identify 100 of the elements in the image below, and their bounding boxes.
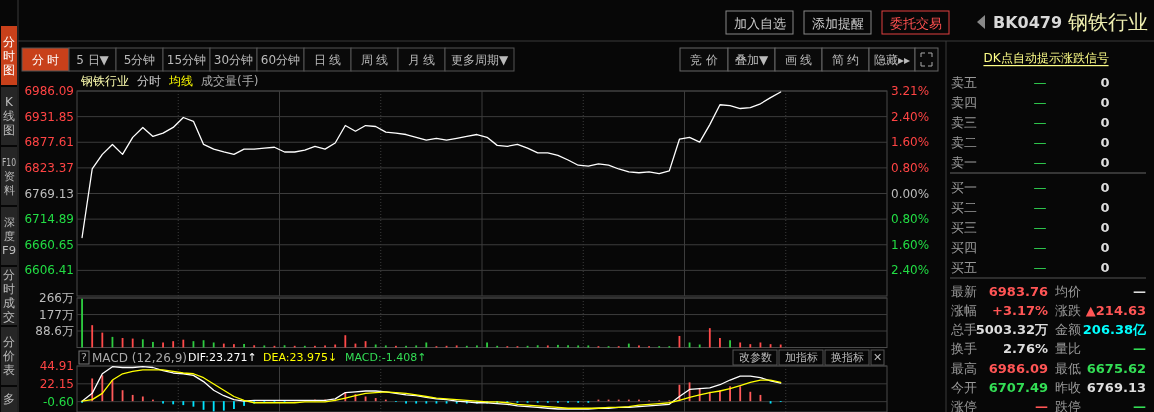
text: 最新 <box>951 283 977 299</box>
text: 0 <box>1100 114 1110 130</box>
text: 月 线 <box>407 53 436 67</box>
text: 买一 <box>951 179 977 195</box>
text: 卖二 <box>951 134 977 150</box>
text: 0 <box>1100 239 1110 255</box>
text: 委托交易 <box>889 15 942 31</box>
y-tick-label: 6714.89 <box>24 212 74 227</box>
y-tick-label: 6606.41 <box>24 263 74 278</box>
y2-tick-label: 2.40% <box>891 263 930 278</box>
y-tick-label: 6769.13 <box>24 186 74 201</box>
text: 卖五 <box>951 74 977 90</box>
y2-tick-label: 1.60% <box>891 237 930 252</box>
y-tick-label: 266万 <box>39 291 74 305</box>
text: 买五 <box>951 259 977 275</box>
text: 周 线 <box>360 53 389 67</box>
series-label: DIF:23.271↑ <box>188 351 257 364</box>
y-tick-label: 44.91 <box>39 359 74 373</box>
text: 0 <box>1100 94 1110 110</box>
text: F10资料 <box>2 155 23 197</box>
text: 今开 <box>951 380 977 395</box>
text: 成交量(手) <box>201 74 259 88</box>
text: — <box>1033 74 1047 90</box>
text: 改参数 <box>738 351 772 364</box>
text: 6986.09 <box>988 360 1048 376</box>
y2-tick-label: 2.40% <box>891 109 930 124</box>
y-tick-label: 177万 <box>39 307 74 322</box>
y2-tick-label: 1.60% <box>891 135 930 150</box>
y-tick-label: 6877.61 <box>24 135 74 150</box>
text: 5 日▼ <box>76 53 110 67</box>
text: 总手 <box>950 322 977 338</box>
text: 最低 <box>1055 360 1081 376</box>
text: 60分钟 <box>260 53 301 67</box>
text: 分时 <box>137 74 161 88</box>
text: 涨跌 <box>1055 302 1081 318</box>
text: 分价表 <box>2 335 15 377</box>
text: — <box>1133 341 1146 357</box>
text: 0 <box>1100 134 1110 150</box>
text: 6769.13 <box>1086 380 1146 395</box>
text: 分时成交 <box>3 268 15 324</box>
text: DK点自动提示涨跌信号 <box>983 51 1109 65</box>
text: — <box>1133 399 1146 412</box>
text: 分 时 <box>31 53 60 67</box>
text: 买四 <box>951 239 977 255</box>
text: 换手 <box>951 341 977 357</box>
text: 15分钟 <box>166 53 207 67</box>
text: 6983.76 <box>988 283 1048 299</box>
text: 日 线 <box>313 53 342 67</box>
text: 加入自选 <box>733 15 786 31</box>
text: 分时图 <box>3 34 15 77</box>
y-tick-label: -0.60 <box>42 394 74 409</box>
text: 竞 价 <box>690 53 718 67</box>
text: 0 <box>1100 259 1110 275</box>
text: 金额 <box>1055 322 1081 338</box>
text: 卖四 <box>951 94 977 110</box>
y-tick-label: 6823.37 <box>24 160 74 175</box>
y-tick-label: 88.6万 <box>35 324 74 339</box>
y2-tick-label: 0.80% <box>891 160 930 175</box>
text: — <box>1033 134 1047 150</box>
text: 买三 <box>951 219 977 235</box>
text: 6707.49 <box>988 380 1048 395</box>
text: 均线 <box>168 74 193 88</box>
text: MACD:-1.408↑ <box>345 351 427 364</box>
text: 多 <box>3 392 15 406</box>
text: — <box>1033 219 1047 235</box>
text: 隐藏▸▸ <box>873 53 911 67</box>
y-tick-label: 6986.09 <box>24 84 74 98</box>
y2-tick-label: 0.00% <box>891 186 930 201</box>
text: 更多周期▼ <box>450 53 509 67</box>
text: 最高 <box>951 360 977 376</box>
text: 0 <box>1100 219 1110 235</box>
y2-tick-label: 0.80% <box>891 212 930 227</box>
text: 206.38亿 <box>1082 322 1147 338</box>
text: K线图 <box>3 95 15 137</box>
text: DEA:23.975↓ <box>263 351 338 364</box>
text: ? <box>81 351 88 364</box>
text: — <box>1133 283 1146 299</box>
y2-tick-label: 3.21% <box>891 84 930 98</box>
text: — <box>1033 199 1047 215</box>
text: 5003.32万 <box>975 322 1048 338</box>
text: 换指标 <box>830 351 864 364</box>
text: 2.76% <box>1002 341 1048 357</box>
y-tick-label: 6931.85 <box>24 109 74 124</box>
text: 0 <box>1100 154 1110 170</box>
text: 加指标 <box>784 351 818 364</box>
y-tick-label: 22.15 <box>39 376 74 391</box>
text: 涨幅 <box>951 302 977 318</box>
text: 6675.62 <box>1086 360 1146 376</box>
text: 卖三 <box>951 114 977 130</box>
text: 30分钟 <box>213 53 254 67</box>
chart-title: 钢铁行业 <box>80 74 129 88</box>
text: — <box>1033 114 1047 130</box>
text: — <box>1033 259 1047 275</box>
text: 昨收 <box>1055 380 1081 395</box>
text: 简 约 <box>831 53 860 67</box>
text: ▲214.63 <box>1085 302 1146 318</box>
text: 买二 <box>951 199 977 215</box>
text: 0 <box>1100 74 1110 90</box>
y-tick-label: 6660.65 <box>24 237 74 252</box>
text: BK0479 钢铁行业 <box>993 10 1149 34</box>
